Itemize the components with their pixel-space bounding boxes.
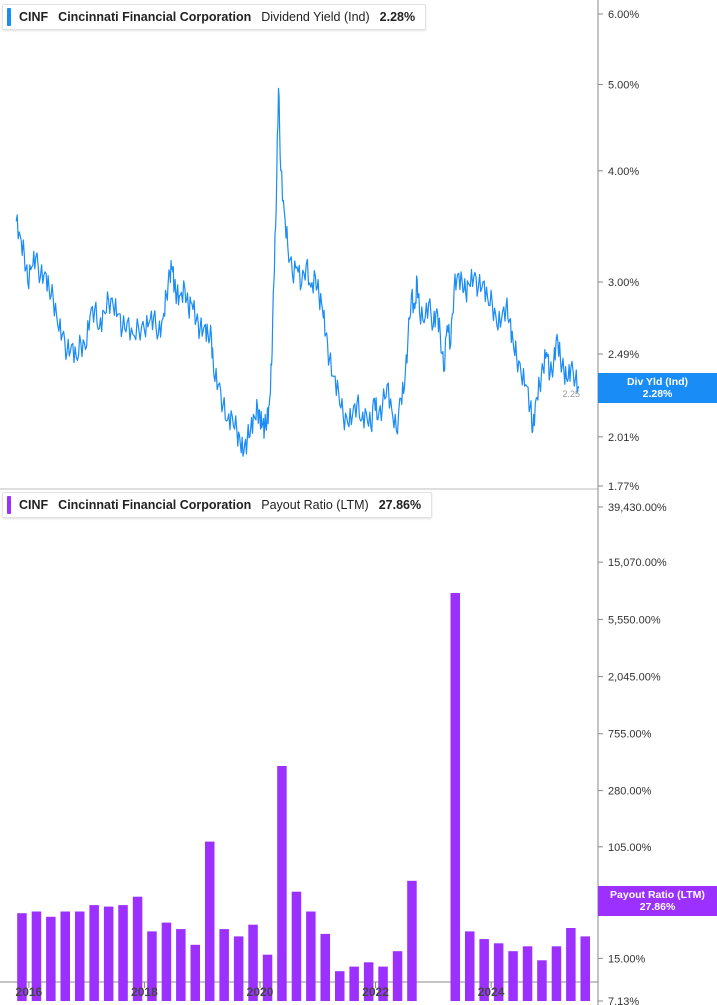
dividend-yield-line xyxy=(15,87,580,457)
payout-ratio-bar xyxy=(407,880,417,1001)
payout-ratio-bar xyxy=(277,766,287,1001)
bottom-y-tick-label: 15.00% xyxy=(608,953,646,965)
top-legend-value: 2.28% xyxy=(379,10,416,24)
payout-ratio-bar xyxy=(31,911,42,1001)
payout-ratio-bar xyxy=(465,931,475,1001)
top-legend-company: Cincinnati Financial Corporation xyxy=(58,10,252,24)
payout-ratio-bar xyxy=(450,593,460,1001)
payout-ratio-bar xyxy=(103,906,114,1001)
payout-ratio-bar xyxy=(508,951,518,1001)
payout-ratio-bar xyxy=(378,966,388,1001)
bottom-y-tick-label: 2,045.00% xyxy=(608,672,661,684)
top-legend-metric: Dividend Yield (Ind) xyxy=(261,10,370,24)
dividend-yield-badge-label: Div Yld (Ind) xyxy=(626,376,689,388)
top-y-tick-label: 4.00% xyxy=(608,166,639,178)
top-minor-label: 2.25 xyxy=(562,389,580,399)
payout-ratio-bar xyxy=(17,913,27,1001)
bottom-legend[interactable]: CINF Cincinnati Financial Corporation Pa… xyxy=(2,492,433,518)
payout-ratio-bar xyxy=(551,946,562,1001)
payout-ratio-bar xyxy=(46,916,56,1001)
bottom-legend-value: 27.86% xyxy=(378,498,422,512)
payout-ratio-bar xyxy=(566,928,576,1001)
dividend-yield-series xyxy=(15,87,580,457)
payout-ratio-bar xyxy=(147,931,157,1001)
payout-ratio-bar xyxy=(233,936,244,1001)
payout-ratio-bar xyxy=(219,929,229,1001)
dividend-yield-badge-value: 2.28% xyxy=(642,388,673,400)
payout-ratio-bar xyxy=(75,911,85,1001)
top-y-tick-label: 1.77% xyxy=(608,481,639,493)
bottom-legend-ticker: CINF xyxy=(19,498,49,512)
bottom-y-tick-label: 39,430.00% xyxy=(608,502,667,514)
payout-ratio-badge-label: Payout Ratio (LTM) xyxy=(610,889,705,901)
x-tick-label: 2024 xyxy=(478,985,505,999)
bottom-y-tick-label: 5,550.00% xyxy=(608,614,661,626)
bottom-y-tick-label: 15,070.00% xyxy=(608,557,667,569)
payout-ratio-bar xyxy=(132,896,143,1001)
dividend-yield-swatch xyxy=(7,8,11,26)
payout-ratio-bar xyxy=(537,960,547,1001)
bottom-y-tick-label: 105.00% xyxy=(608,842,652,854)
top-y-tick-label: 2.01% xyxy=(608,432,639,444)
payout-ratio-bar xyxy=(161,922,172,1001)
payout-ratio-badge: Payout Ratio (LTM) 27.86% xyxy=(598,886,717,916)
payout-ratio-bar xyxy=(176,929,186,1001)
top-y-tick-label: 5.00% xyxy=(608,79,639,91)
top-y-tick-label: 2.49% xyxy=(608,349,639,361)
top-y-tick-label: 3.00% xyxy=(608,277,639,289)
payout-ratio-bar xyxy=(262,954,273,1001)
payout-ratio-bar xyxy=(291,891,302,1001)
x-tick-label: 2016 xyxy=(16,985,43,999)
payout-ratio-bar xyxy=(205,841,215,1001)
payout-ratio-y-axis: 39,430.00% 15,070.00% 5,550.00% 2,045.00% 75… xyxy=(598,502,667,1005)
payout-ratio-bar xyxy=(89,905,99,1001)
x-tick-label: 2018 xyxy=(131,985,158,999)
bottom-y-tick-label: 280.00% xyxy=(608,786,652,798)
bottom-y-tick-label: 755.00% xyxy=(608,729,652,741)
dividend-yield-y-axis: 6.00% 5.00% 4.00% 3.00% 2.49% 2.01% 1.77% 2.25 xyxy=(562,9,639,493)
payout-ratio-bar xyxy=(335,971,345,1001)
bottom-legend-company: Cincinnati Financial Corporation xyxy=(58,498,252,512)
payout-ratio-series xyxy=(17,593,590,1001)
x-tick-label: 2022 xyxy=(362,985,389,999)
payout-ratio-bar xyxy=(349,966,359,1001)
payout-ratio-bar xyxy=(190,944,200,1001)
top-legend[interactable]: CINF Cincinnati Financial Corporation Di… xyxy=(2,4,427,30)
x-axis: 2016 2018 2020 2022 2024 xyxy=(16,982,505,999)
payout-ratio-bar xyxy=(320,933,330,1001)
payout-ratio-swatch xyxy=(7,496,11,514)
payout-ratio-bar xyxy=(392,951,403,1001)
top-y-tick-label: 6.00% xyxy=(608,9,639,21)
bottom-legend-metric: Payout Ratio (LTM) xyxy=(261,498,369,512)
payout-ratio-badge-value: 27.86% xyxy=(639,901,676,913)
payout-ratio-bar xyxy=(248,924,258,1001)
x-tick-label: 2020 xyxy=(247,985,274,999)
top-legend-ticker: CINF xyxy=(19,10,49,24)
payout-ratio-bar xyxy=(363,962,374,1001)
payout-ratio-bar xyxy=(60,911,70,1001)
payout-ratio-bar xyxy=(522,946,533,1001)
payout-ratio-bar xyxy=(580,936,590,1001)
payout-ratio-bar xyxy=(479,939,489,1001)
bottom-y-tick-label: 7.13% xyxy=(608,996,639,1005)
payout-ratio-bar xyxy=(118,905,128,1001)
payout-ratio-bar xyxy=(493,943,504,1001)
payout-ratio-bar xyxy=(306,911,316,1001)
dividend-yield-badge: Div Yld (Ind) 2.28% xyxy=(598,373,717,403)
